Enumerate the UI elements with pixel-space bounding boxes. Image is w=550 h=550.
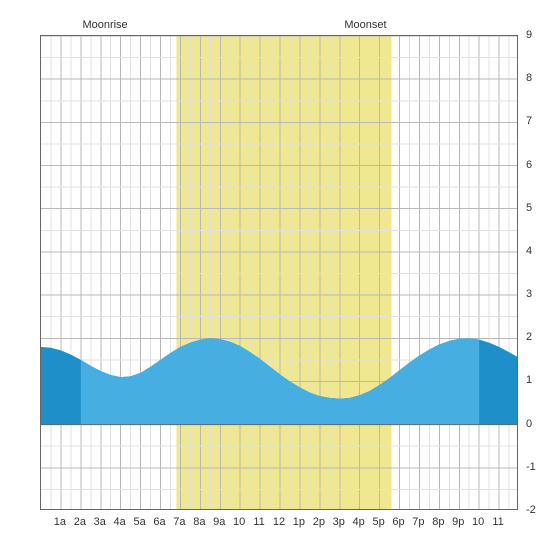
x-tick-label: 3p [333, 516, 345, 528]
y-tick-label: 9 [526, 29, 532, 41]
x-tick-label: 1a [54, 516, 66, 528]
x-tick-label: 4p [353, 516, 365, 528]
moonrise-title: Moonrise [82, 19, 127, 31]
y-tick-label: 4 [526, 245, 532, 257]
y-tick-label: 7 [526, 115, 532, 127]
y-tick-label: -1 [526, 461, 536, 473]
x-tick-label: 5a [133, 516, 145, 528]
x-tick-label: 3a [94, 516, 106, 528]
x-tick-label: 7p [412, 516, 424, 528]
x-tick-label: 11 [492, 516, 503, 528]
grid [41, 36, 518, 510]
x-tick-label: 10 [233, 516, 245, 528]
tide-chart: Moonrise 01:31A Moonset 02:40P 1a2a3a4a5… [0, 0, 550, 550]
x-tick-label: 10 [472, 516, 484, 528]
x-tick-label: 4a [114, 516, 126, 528]
y-tick-label: 5 [526, 202, 532, 214]
x-tick-label: 12 [273, 516, 285, 528]
y-tick-label: 8 [526, 72, 532, 84]
plot-svg [41, 36, 518, 510]
x-tick-label: 6a [153, 516, 165, 528]
y-tick-label: 0 [526, 418, 532, 430]
x-tick-label: 2p [313, 516, 325, 528]
x-tick-label: 8p [432, 516, 444, 528]
x-tick-label: 2a [74, 516, 86, 528]
y-tick-label: 1 [526, 374, 532, 386]
x-tick-label: 9p [452, 516, 464, 528]
plot-area [40, 35, 518, 510]
y-tick-label: 6 [526, 159, 532, 171]
x-tick-label: 5p [372, 516, 384, 528]
y-tick-label: 2 [526, 331, 532, 343]
x-tick-label: 8a [193, 516, 205, 528]
x-tick-label: 11 [253, 516, 264, 528]
x-tick-label: 6p [392, 516, 404, 528]
x-tick-label: 7a [173, 516, 185, 528]
y-tick-label: 3 [526, 288, 532, 300]
y-tick-label: -2 [526, 504, 536, 516]
x-tick-label: 1p [293, 516, 305, 528]
x-tick-label: 9a [213, 516, 225, 528]
moonset-title: Moonset [344, 19, 386, 31]
